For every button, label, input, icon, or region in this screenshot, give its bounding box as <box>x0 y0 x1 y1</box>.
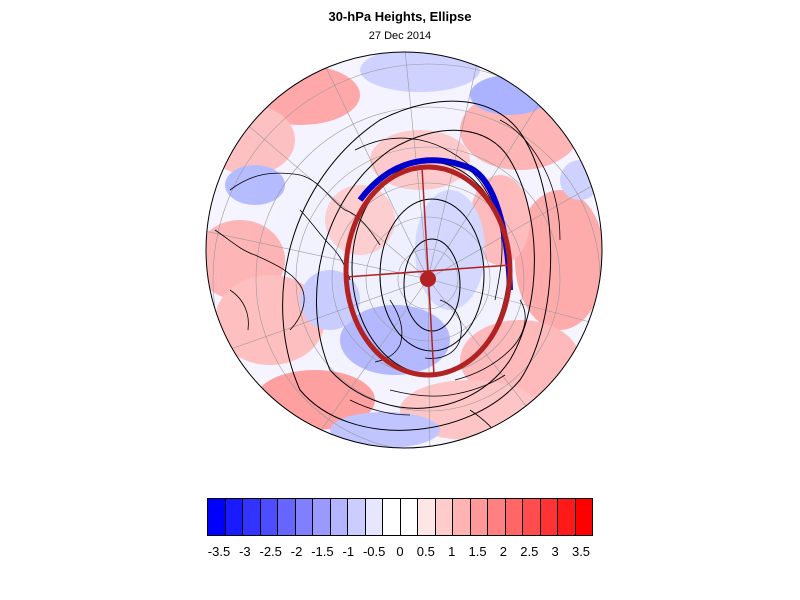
colorbar-tick-label: 2.5 <box>520 544 539 559</box>
colorbar-tick-label: 3.5 <box>571 544 591 559</box>
colorbar-tick-label: -1.5 <box>311 544 334 559</box>
colorbar-swatch <box>225 499 243 535</box>
colorbar-tick-label: -0.5 <box>362 544 386 559</box>
colorbar-swatch <box>505 499 523 535</box>
colorbar-swatch <box>260 499 278 535</box>
map-title: 30-hPa Heights, Ellipse <box>328 9 472 24</box>
colorbar-tick-label: 2 <box>499 544 508 559</box>
colorbar-tick-label: -3.5 <box>207 544 231 559</box>
colorbar-tick-label: -2 <box>290 544 303 559</box>
colorbar-swatch <box>418 499 436 535</box>
colorbar-swatch <box>453 499 471 535</box>
ellipse-center <box>420 271 436 287</box>
colorbar-tick-label: 1 <box>448 544 456 559</box>
colorbar-tick-labels: -3.5 -3 -2.5 -2 -1.5 -1 -0.5 0 0.5 1 1.5 2 2.5 3 3.5 <box>207 544 593 564</box>
colorbar-tick-label: -2.5 <box>259 544 282 559</box>
colorbar-swatch <box>330 499 348 535</box>
colorbar-tick-label: 0.5 <box>416 544 435 559</box>
colorbar-swatch <box>470 499 488 535</box>
colorbar-tick-label: 1.5 <box>468 544 487 559</box>
globe-outline <box>205 51 603 449</box>
colorbar-swatch <box>400 499 418 535</box>
colorbar-swatch <box>540 499 558 535</box>
colorbar-tick-label: -3 <box>239 544 251 559</box>
polar-map <box>205 51 603 449</box>
anomaly-field <box>206 52 602 448</box>
fitted-ellipse <box>343 164 513 378</box>
colorbar-swatch <box>523 499 541 535</box>
colorbar-swatch <box>208 499 226 535</box>
colorbar <box>207 498 593 536</box>
colorbar-swatch <box>278 499 296 535</box>
colorbar-swatch <box>383 499 401 535</box>
colorbar-swatch <box>575 499 592 535</box>
colorbar-tick-label: 0 <box>396 544 404 559</box>
colorbar-swatch <box>435 499 453 535</box>
colorbar-swatch <box>348 499 366 535</box>
colorbar-swatch <box>558 499 576 535</box>
colorbar-tick-label: 3 <box>551 544 559 559</box>
colorbar-tick-label: -1 <box>342 544 355 559</box>
map-date: 27 Dec 2014 <box>368 30 432 42</box>
colorbar-swatch <box>488 499 506 535</box>
colorbar-swatch <box>313 499 331 535</box>
colorbar-swatch <box>365 499 383 535</box>
colorbar-swatch <box>243 499 261 535</box>
graticule <box>206 52 602 448</box>
colorbar-swatch <box>295 499 313 535</box>
